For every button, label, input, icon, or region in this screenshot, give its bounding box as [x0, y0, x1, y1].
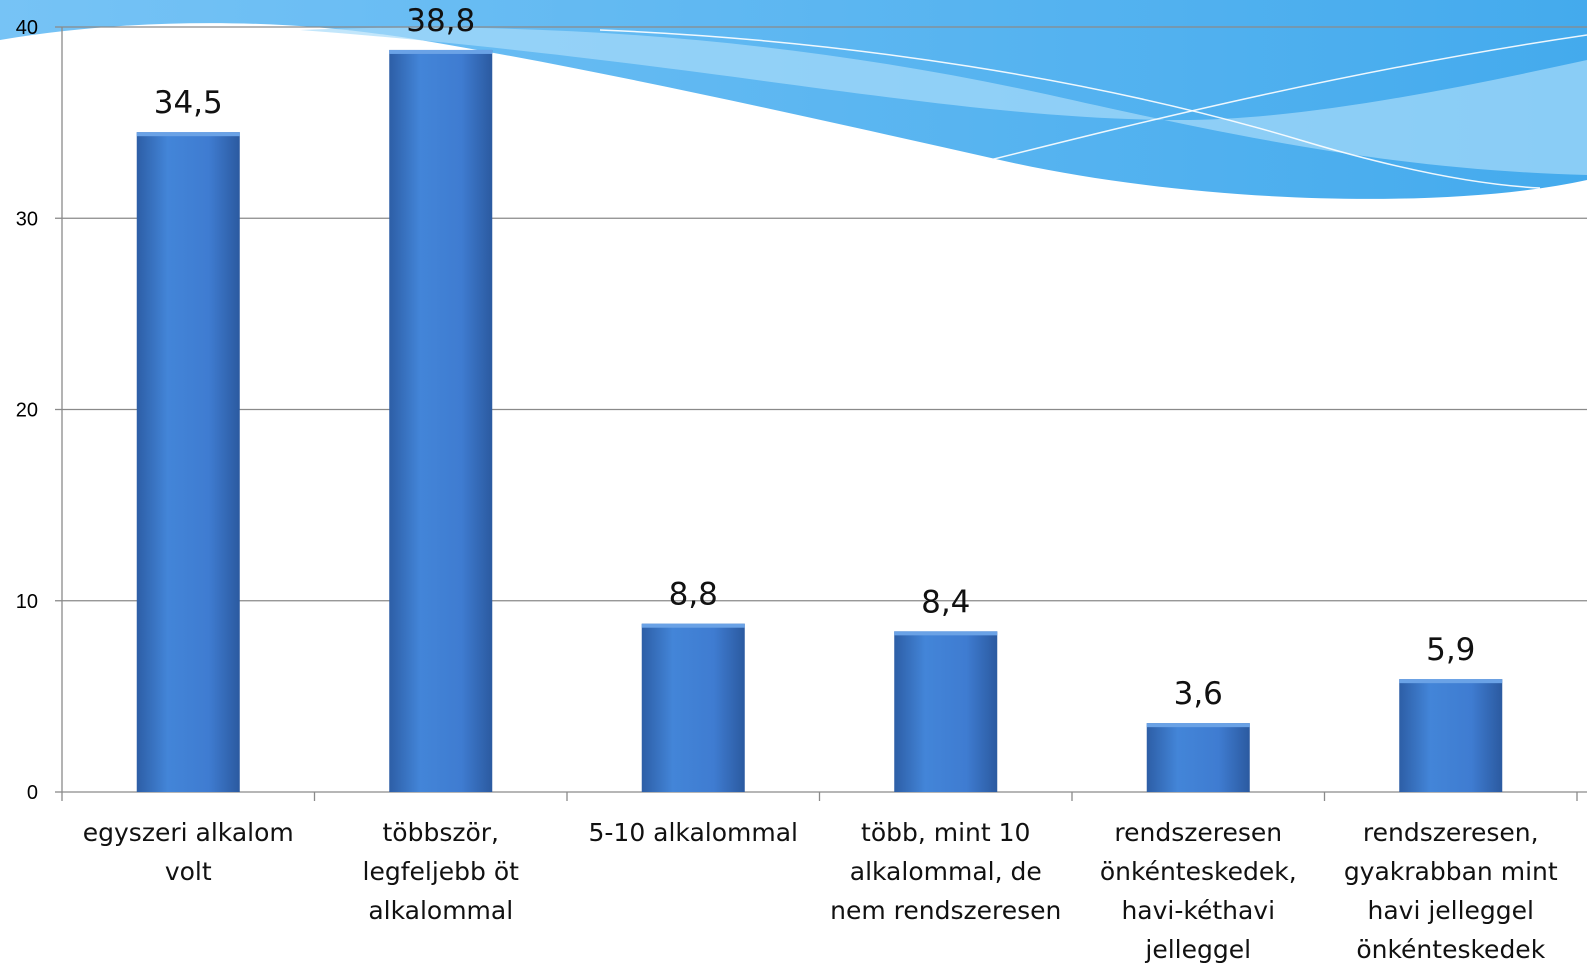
bar-top-highlight [1146, 723, 1250, 728]
labels: 34,5 egyszeri alkalom volt 38,8 többször, leg… [83, 3, 1558, 964]
bar-top-highlight [1399, 679, 1503, 684]
bar-top-highlight [389, 49, 493, 54]
bar [136, 132, 240, 792]
wave-top-band [0, 0, 1587, 199]
x-tick-label: önkénteskedek [1356, 935, 1545, 964]
x-tick-label: rendszeresen [1114, 818, 1282, 847]
x-tick-label: legfeljebb öt [363, 857, 520, 886]
data-label: 34,5 [154, 85, 223, 121]
bar-group [1399, 679, 1503, 792]
bar-group [894, 631, 998, 792]
bar-top-highlight [641, 623, 745, 628]
data-label: 8,4 [921, 584, 970, 620]
y-tick-label: 30 [16, 208, 38, 230]
x-tick-label: rendszeresen, [1363, 818, 1539, 847]
gridlines [62, 26, 1587, 602]
x-tick-label: havi jelleggel [1367, 896, 1534, 925]
bar-top-highlight [894, 631, 998, 636]
bar [389, 49, 493, 792]
bars [136, 49, 1503, 792]
x-tick-label: nem rendszeresen [830, 896, 1061, 925]
bar [641, 623, 745, 792]
x-tick-label: 5-10 alkalommal [588, 818, 798, 847]
x-tick-label: alkalommal [368, 896, 513, 925]
bar-group [641, 623, 745, 792]
x-tick-label: volt [165, 857, 212, 886]
data-label: 5,9 [1426, 632, 1475, 668]
x-tick-label: több, mint 10 [861, 818, 1030, 847]
y-tick-label: 0 [27, 782, 38, 804]
wave-decoration [0, 0, 1587, 199]
x-tick-label: önkénteskedek, [1100, 857, 1297, 886]
x-tick-label: havi-kéthavi [1121, 896, 1275, 925]
data-label: 38,8 [406, 3, 475, 39]
x-tick-label: gyakrabban mint [1344, 857, 1558, 886]
x-tick-label: alkalommal, de [850, 857, 1042, 886]
axes: 0 10 20 30 40 [16, 17, 1587, 804]
y-tick-label: 20 [16, 400, 38, 422]
bar [1399, 679, 1503, 792]
x-tick-label: többször, [382, 818, 499, 847]
bar [894, 631, 998, 792]
bar-top-highlight [136, 132, 240, 137]
bar-group [389, 49, 493, 792]
y-tick-label: 10 [16, 591, 38, 613]
wave-line-1 [599, 29, 1541, 189]
wave-line-2 [989, 34, 1587, 161]
x-tick-label: egyszeri alkalom [83, 818, 294, 847]
data-label: 3,6 [1174, 676, 1223, 712]
x-tick-label: jelleggel [1144, 935, 1251, 964]
bar-group [1146, 723, 1250, 792]
y-tick-label: 40 [16, 17, 38, 39]
wave-light-band [300, 27, 1587, 176]
bar-group [136, 132, 240, 792]
bar [1146, 723, 1250, 792]
data-label: 8,8 [669, 577, 718, 613]
